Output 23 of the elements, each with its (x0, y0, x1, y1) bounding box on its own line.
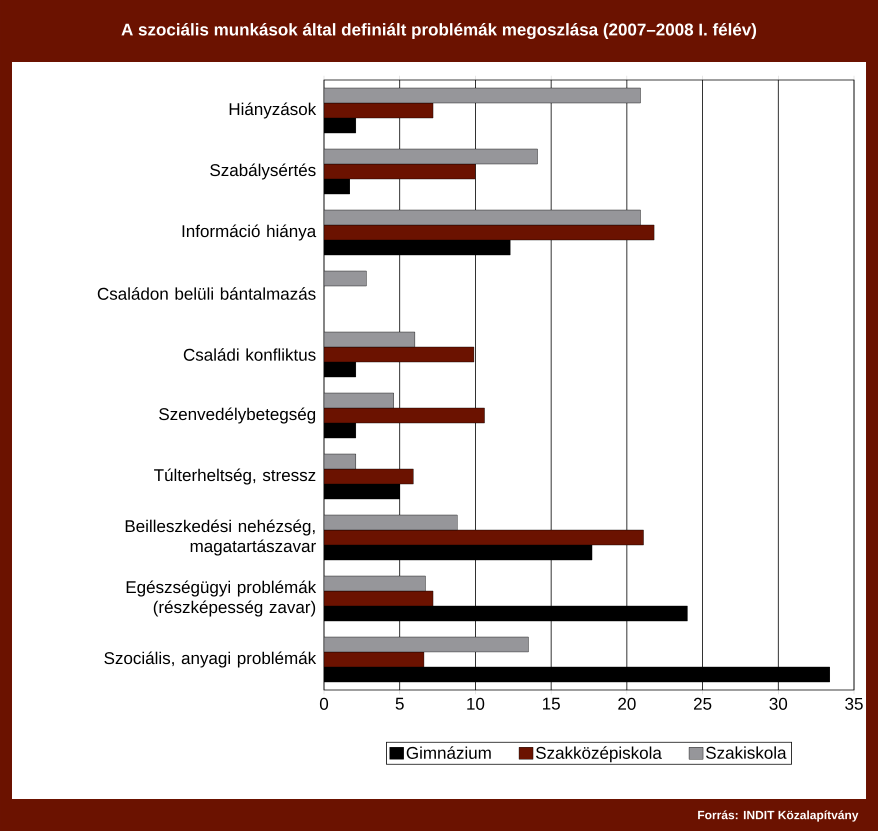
y-tick-label: Családon belüli bántalmazás (98, 287, 316, 300)
y-tick-label: Beilleszkedési nehézség, magatartászavar (126, 519, 316, 556)
x-tick-label: 5 (396, 698, 404, 710)
y-tick-label: Szabálysértés (210, 163, 316, 180)
x-tick-label: 30 (769, 698, 788, 710)
y-tick-label: Családi konfliktus (184, 348, 316, 361)
x-tick-label: 0 (320, 698, 328, 710)
text: Forrás: INDIT Közalapítvány (698, 810, 858, 822)
chart-title: A szociális munkások által definiált problémák megoszlása (2007–2008 I. félév) (121, 22, 756, 40)
x-tick-label: 20 (618, 698, 636, 710)
x-tick-label: 10 (467, 698, 484, 710)
y-tick-label: Egészségügyi problémák (részképesség zavar) (126, 580, 316, 617)
legend-label: Szakiskola (706, 746, 787, 759)
x-tick-label: 25 (694, 698, 712, 710)
legend-label: Szakközépiskola (536, 746, 662, 762)
x-tick-label: 35 (845, 698, 863, 710)
y-tick-label: Túlterheltség, stressz (154, 468, 316, 485)
y-tick-label: Szociális, anyagi problémák (104, 651, 316, 668)
y-tick-label: Információ hiánya (182, 224, 316, 241)
x-tick-label: 15 (542, 698, 560, 710)
legend-label: Gimnázium (406, 746, 491, 759)
y-tick-label: Szenvedélybetegség (159, 407, 316, 424)
y-tick-label: Hiányzások (230, 102, 316, 119)
